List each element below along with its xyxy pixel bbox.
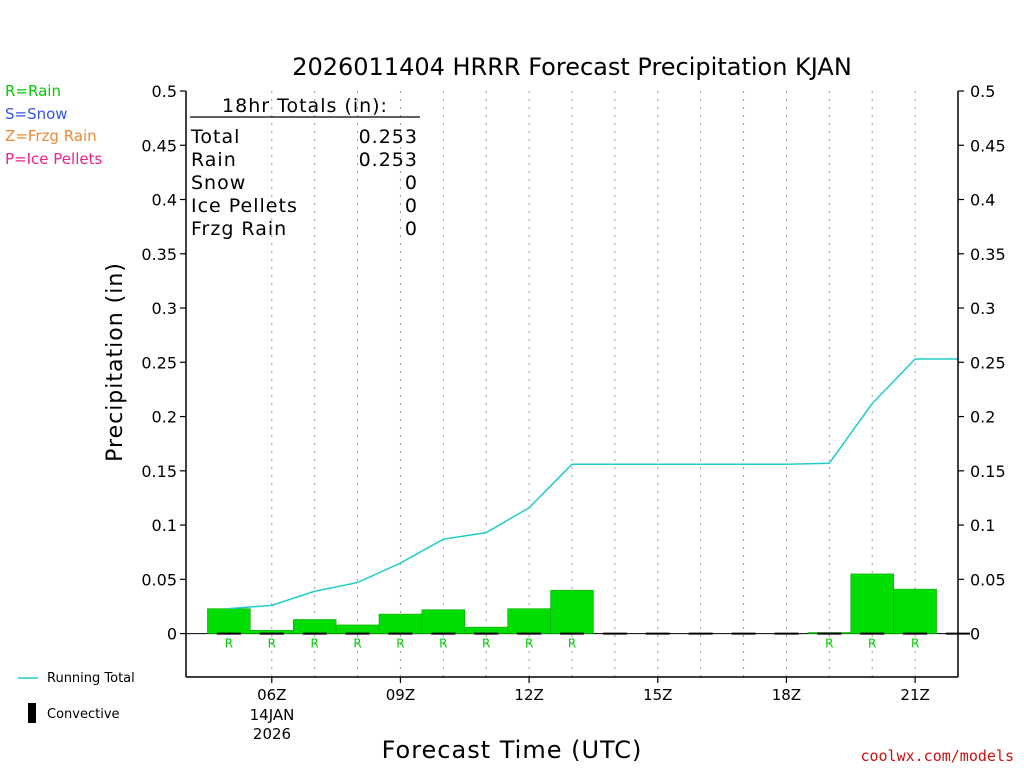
totals-value: 0 [405,218,418,240]
precip-type-legend: R=Rain S=Snow Z=Frzg Rain P=Ice Pellets [5,82,102,168]
precip-bar [507,608,551,634]
totals-label: Ice Pellets [191,195,298,217]
y-tick-label-left: 0.3 [152,299,177,318]
precip-bar [893,588,937,634]
precip-bar [850,573,894,634]
y-axis-label: Precipitation (in) [103,262,128,462]
date-label-day: 14JAN [250,706,295,724]
chart-title: 2026011404 HRRR Forecast Precipitation K… [292,53,852,81]
y-tick-label-left: 0.05 [141,570,177,589]
totals-value: 0.253 [359,149,418,171]
x-tick-label: 18Z [772,686,801,704]
x-tick-label: 09Z [386,686,415,704]
y-tick-label-right: 0.2 [970,408,995,427]
y-tick-label-left: 0.35 [141,245,177,264]
totals-value: 0 [405,172,418,194]
y-tick-label-left: 0 [167,625,177,644]
y-tick-label-right: 0.25 [970,353,1006,372]
x-tick-label: 21Z [900,686,929,704]
precip-bar [550,589,594,634]
totals-value: 0.253 [359,126,418,148]
totals-label: Frzg Rain [191,218,287,240]
convective-legend-label: Convective [47,707,120,722]
precip-type-label: R [482,637,490,651]
totals-label: Rain [191,149,237,171]
precip-type-label: R [439,637,447,651]
running-total-legend-label: Running Total [47,671,135,686]
precip-type-label: R [868,637,876,651]
y-tick-label-left: 0.15 [141,462,177,481]
y-tick-label-left: 0.45 [141,136,177,155]
axes: 0 00.05 0.050.1 0.10.15 0.150.2 0.20.25 0.250.… [141,82,1005,704]
y-tick-label-right: 0.45 [970,136,1006,155]
legend-frzg-rain: Z=Frzg Rain [5,127,97,145]
legend-snow: S=Snow [5,105,68,123]
y-tick-label-left: 0.4 [152,191,177,210]
totals-header: 18hr Totals (in): [222,95,388,117]
gridlines [186,91,958,677]
legend-rain: R=Rain [5,82,61,100]
totals-label: Snow [191,172,246,194]
watermark: coolwx.com/models [860,747,1014,765]
precip-type-label: R [353,637,361,651]
y-tick-label-right: 0.35 [970,245,1006,264]
precip-type-label: R [310,637,318,651]
totals-value: 0 [405,195,418,217]
precip-type-label: R [911,637,919,651]
y-tick-label-right: 0.3 [970,299,995,318]
running-total-series [228,358,958,610]
totals-label: Total [190,126,240,148]
convective-legend-swatch [28,703,36,723]
y-tick-label-left: 0.25 [141,353,177,372]
y-tick-label-right: 0.15 [970,462,1006,481]
y-tick-label-left: 0.5 [152,82,177,101]
precip-type-label: R [225,637,233,651]
y-tick-label-right: 0.4 [970,191,995,210]
date-label-year: 2026 [253,725,291,743]
y-tick-label-left: 0.2 [152,408,177,427]
series-legend: Running Total Convective [18,671,135,723]
precip-bar [207,608,251,634]
totals-box: 18hr Totals (in): Total 0.253 Rain 0.253… [190,95,420,240]
precip-bar [335,624,380,634]
x-tick-label: 15Z [643,686,672,704]
y-tick-label-right: 0.05 [970,570,1006,589]
precip-bar [378,613,423,634]
precip-bar [421,609,466,634]
x-tick-label: 12Z [514,686,543,704]
precip-bar [292,619,337,634]
x-axis-label: Forecast Time (UTC) [382,736,643,764]
precip-type-label: R [568,637,576,651]
running-total-line [228,358,958,610]
precip-type-label: R [525,637,533,651]
legend-ice-pellets: P=Ice Pellets [5,150,102,168]
y-tick-label-left: 0.1 [152,516,177,535]
x-tick-label: 06Z [257,686,286,704]
y-tick-label-right: 0 [970,625,980,644]
precip-type-label: R [825,637,833,651]
precip-type-label: R [396,637,404,651]
precip-type-label: R [268,637,276,651]
y-tick-label-right: 0.5 [970,82,995,101]
y-tick-label-right: 0.1 [970,516,995,535]
